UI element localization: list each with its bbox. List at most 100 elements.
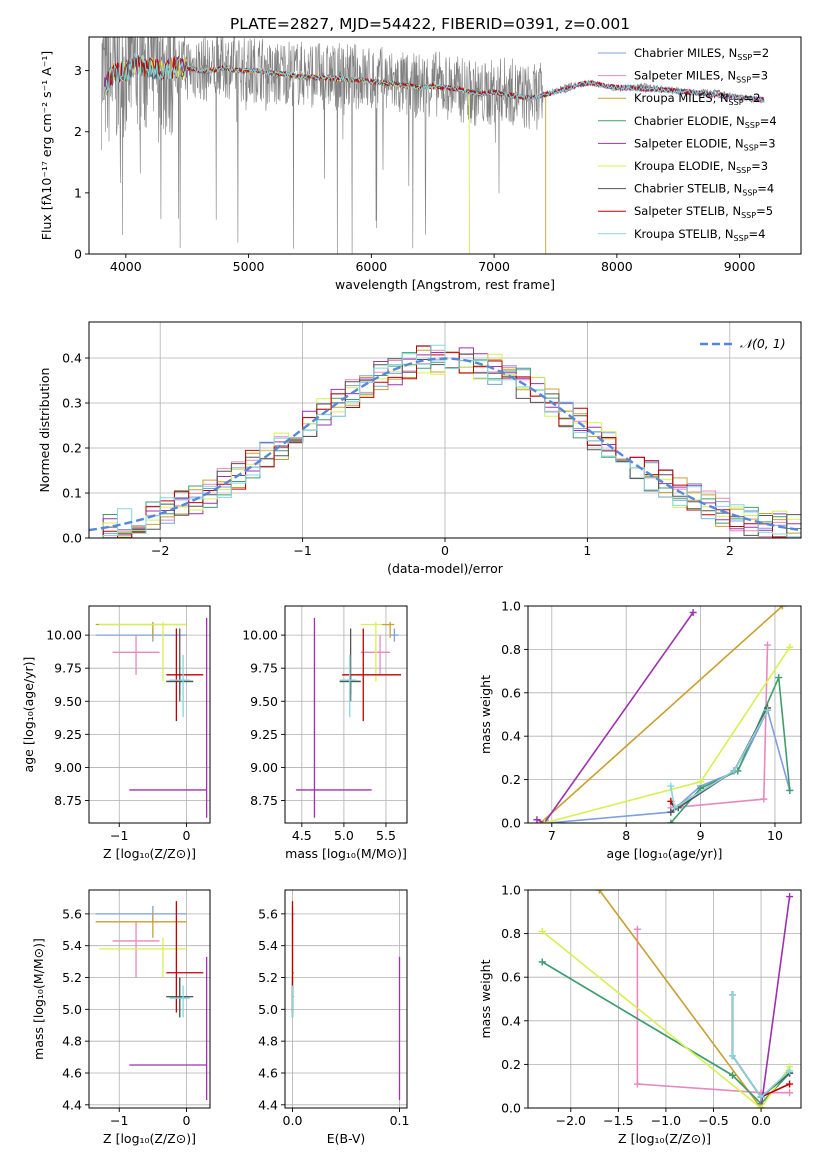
normal-curve xyxy=(89,357,801,532)
y-tick-label: 9.25 xyxy=(250,727,278,742)
axes-frame xyxy=(88,36,802,255)
point-marker xyxy=(729,991,737,999)
legend-label: Kroupa STELIB, NSSP=4 xyxy=(634,227,765,243)
observed-spectrum-line xyxy=(101,37,765,254)
y-axis-label: Flux [fλ10⁻¹⁷ erg cm⁻² s⁻¹ A⁻¹] xyxy=(39,51,54,240)
point-marker xyxy=(786,1080,794,1088)
point-marker xyxy=(667,808,675,816)
point-marker xyxy=(786,643,794,651)
point-marker xyxy=(595,890,603,894)
point-marker xyxy=(633,1080,641,1088)
y-tick-label: 0.8 xyxy=(501,642,521,657)
y-tick-label: 10.00 xyxy=(242,628,278,643)
y-tick-label: 5.2 xyxy=(62,970,82,985)
y-tick-label: 0.0 xyxy=(62,531,82,546)
point-marker xyxy=(667,819,675,823)
plot-area-spectrum xyxy=(101,37,765,254)
y-axis-label: mass [log₁₀(M/M⊙)] xyxy=(31,938,46,1060)
y-tick-label: 4.6 xyxy=(258,1065,278,1080)
point-marker xyxy=(689,609,697,617)
point-marker xyxy=(729,1052,737,1060)
mass-weight-line xyxy=(548,707,791,823)
y-tick-label: 10.00 xyxy=(46,628,82,643)
x-tick-label: 5.0 xyxy=(334,828,354,843)
point-marker xyxy=(533,816,541,823)
y-tick-label: 4.8 xyxy=(62,1034,82,1049)
legend-label: Salpeter MILES, NSSP=3 xyxy=(634,69,768,85)
axes-frame xyxy=(527,605,802,824)
y-tick-label: 0.1 xyxy=(62,486,82,501)
legend-count: =3 xyxy=(759,136,776,150)
x-tick-label: 4.5 xyxy=(292,828,312,843)
plot-area-massweight-vs-Z xyxy=(538,890,794,1108)
legend-label: Salpeter ELODIE, NSSP=3 xyxy=(634,136,776,152)
x-axis-label: age [log₁₀(age/yr)] xyxy=(607,846,723,861)
point-marker xyxy=(760,795,768,803)
point-marker xyxy=(786,1089,794,1097)
legend-label: Chabrier ELODIE, NSSP=4 xyxy=(634,114,777,130)
point-marker xyxy=(764,706,772,714)
y-tick-label: 5.6 xyxy=(258,906,278,921)
plot-area-age-vs-Z xyxy=(95,617,208,818)
x-tick-label: −1.0 xyxy=(651,1113,681,1128)
legend-count: =3 xyxy=(751,159,768,173)
y-tick-label: 0.0 xyxy=(501,816,521,831)
point-marker xyxy=(538,927,546,935)
x-tick-label: 0 xyxy=(182,828,190,843)
x-axis-label: E(B-V) xyxy=(327,1131,366,1146)
y-axis-label: age [log₁₀(age/yr)] xyxy=(21,657,36,773)
legend-count: =3 xyxy=(751,69,768,83)
legend-subscript: SSP xyxy=(737,53,752,62)
point-marker xyxy=(757,1093,765,1101)
x-tick-label: −1 xyxy=(110,1113,128,1128)
x-tick-label: 9 xyxy=(697,828,705,843)
legend-count: =2 xyxy=(752,46,769,60)
legend-label: Kroupa MILES, NSSP=2 xyxy=(634,91,760,107)
x-tick-label: 0.1 xyxy=(390,1113,410,1128)
axes-frame xyxy=(88,605,211,824)
x-tick-label: 0.0 xyxy=(751,1113,771,1128)
legend-subscript: SSP xyxy=(736,76,751,85)
x-tick-label: 2 xyxy=(726,543,734,558)
legend-count: =5 xyxy=(756,204,773,218)
axes-frame xyxy=(527,889,802,1109)
y-tick-label: 0.3 xyxy=(62,396,82,411)
y-tick-label: 2 xyxy=(74,124,82,139)
x-tick-label: 10 xyxy=(767,828,783,843)
point-marker xyxy=(786,893,794,901)
legend-subscript: SSP xyxy=(742,189,757,198)
y-tick-label: 5.0 xyxy=(258,1002,278,1017)
x-tick-label: 5000 xyxy=(233,259,265,274)
point-marker xyxy=(538,958,546,966)
y-tick-label: 0.2 xyxy=(501,772,521,787)
legend-subscript: SSP xyxy=(734,234,749,243)
legend-label: Chabrier STELIB, NSSP=4 xyxy=(634,182,774,198)
x-tick-label: 8000 xyxy=(601,259,633,274)
y-tick-label: 5.0 xyxy=(62,1002,82,1017)
mass-weight-line xyxy=(760,896,791,1108)
point-marker xyxy=(775,674,783,682)
point-marker xyxy=(786,1067,794,1075)
legend-count: =2 xyxy=(744,91,761,105)
legend-subscript: SSP xyxy=(741,211,756,220)
y-axis-label: mass weight xyxy=(478,959,493,1038)
y-tick-label: 8.75 xyxy=(54,793,82,808)
x-tick-label: 0.0 xyxy=(283,1113,303,1128)
x-tick-label: 9000 xyxy=(724,259,756,274)
mass-weight-line xyxy=(536,612,694,823)
x-axis-label: mass [log₁₀(M/M⊙)] xyxy=(285,846,407,861)
y-tick-label: 4.6 xyxy=(62,1065,82,1080)
point-marker xyxy=(697,778,705,786)
mass-weight-line xyxy=(540,606,783,823)
x-axis-label: Z [log₁₀(Z/Z⊙)] xyxy=(103,846,196,861)
point-marker xyxy=(729,1071,737,1079)
point-marker xyxy=(544,819,552,823)
y-tick-label: 5.6 xyxy=(62,906,82,921)
plot-area-residuals xyxy=(89,344,801,538)
y-tick-label: 4.4 xyxy=(62,1097,82,1112)
point-marker xyxy=(786,786,794,794)
y-tick-label: 9.75 xyxy=(250,661,278,676)
y-tick-label: 4.8 xyxy=(258,1034,278,1049)
mass-weight-line xyxy=(670,645,769,809)
